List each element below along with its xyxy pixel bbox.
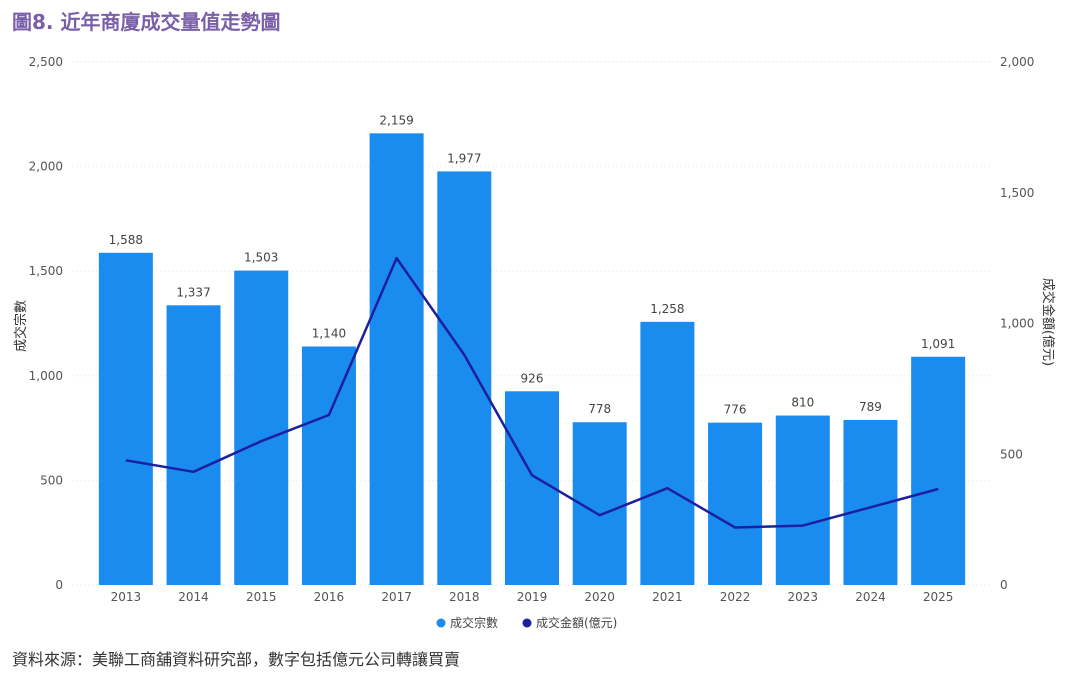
left-axis-ticks: 0 500 1,000 1,500 2,000 2,500 bbox=[29, 55, 63, 592]
line-series bbox=[125, 256, 939, 529]
chart-title: 圖8. 近年商廈成交量值走勢圖 bbox=[12, 10, 281, 34]
bar-value-label: 789 bbox=[859, 400, 882, 414]
bar bbox=[775, 415, 830, 585]
x-tick-label: 2023 bbox=[787, 590, 818, 604]
bar-value-label: 926 bbox=[521, 371, 544, 385]
legend-label-line: 成交金額(億元) bbox=[536, 615, 617, 630]
right-axis-title: 成交金額(億元) bbox=[1040, 278, 1056, 366]
bar-value-label: 778 bbox=[588, 402, 611, 416]
bar bbox=[369, 133, 424, 585]
bar bbox=[166, 305, 221, 585]
right-tick-label: 1,500 bbox=[1000, 186, 1034, 200]
bar-value-label: 1,140 bbox=[312, 327, 346, 341]
x-tick-label: 2022 bbox=[720, 590, 751, 604]
x-tick-label: 2021 bbox=[652, 590, 683, 604]
bar-series bbox=[98, 133, 966, 585]
left-tick-label: 2,000 bbox=[29, 160, 63, 174]
legend-marker-line bbox=[522, 618, 532, 628]
bar bbox=[98, 252, 153, 585]
left-tick-label: 500 bbox=[40, 473, 63, 487]
x-tick-label: 2019 bbox=[517, 590, 548, 604]
bar-value-label: 1,977 bbox=[447, 151, 481, 165]
legend-marker-bars bbox=[436, 618, 446, 628]
bar-data-labels: 1,588 1,337 1,503 1,140 2,159 1,977 926 778 1,25… bbox=[109, 113, 956, 416]
bar bbox=[234, 270, 289, 585]
left-tick-label: 1,000 bbox=[29, 369, 63, 383]
left-tick-label: 1,500 bbox=[29, 264, 63, 278]
x-tick-label: 2015 bbox=[246, 590, 277, 604]
right-tick-label: 1,000 bbox=[1000, 317, 1034, 331]
right-tick-label: 2,000 bbox=[1000, 55, 1034, 69]
x-tick-label: 2025 bbox=[923, 590, 954, 604]
right-tick-label: 0 bbox=[1000, 578, 1008, 592]
left-axis-title: 成交宗數 bbox=[13, 300, 29, 352]
bar-value-label: 1,337 bbox=[176, 285, 210, 299]
bar bbox=[708, 422, 763, 585]
x-tick-label: 2013 bbox=[111, 590, 142, 604]
bar-value-label: 1,258 bbox=[650, 302, 684, 316]
left-tick-label: 0 bbox=[55, 578, 63, 592]
bar bbox=[505, 391, 559, 585]
x-tick-label: 2018 bbox=[449, 590, 480, 604]
x-tick-label: 2016 bbox=[314, 590, 345, 604]
line-path bbox=[125, 256, 939, 529]
bar-value-label: 1,588 bbox=[109, 233, 143, 247]
left-tick-label: 2,500 bbox=[29, 55, 63, 69]
x-tick-label: 2017 bbox=[381, 590, 412, 604]
bar bbox=[437, 171, 492, 585]
x-tick-label: 2014 bbox=[178, 590, 209, 604]
x-tick-label: 2020 bbox=[584, 590, 615, 604]
bar-value-label: 2,159 bbox=[379, 113, 413, 127]
x-axis-ticks: 2013 2014 2015 2016 2017 2018 2019 2020 2021 2022… bbox=[111, 590, 954, 604]
legend-label-bars: 成交宗數 bbox=[450, 615, 498, 630]
bar-value-label: 1,503 bbox=[244, 251, 278, 265]
bar-value-label: 776 bbox=[724, 403, 747, 417]
source-note: 資料來源：美聯工商舖資料研究部，數字包括億元公司轉讓買賣 bbox=[12, 650, 461, 669]
legend: 成交宗數 成交金額(億元) bbox=[436, 615, 617, 630]
bar bbox=[640, 321, 695, 585]
bar-value-label: 1,091 bbox=[921, 337, 955, 351]
bar-value-label: 810 bbox=[791, 396, 814, 410]
x-tick-label: 2024 bbox=[855, 590, 886, 604]
right-axis-ticks: 0 500 1,000 1,500 2,000 bbox=[1000, 55, 1034, 592]
bar bbox=[911, 356, 966, 585]
right-tick-label: 500 bbox=[1000, 447, 1023, 461]
bar bbox=[301, 346, 356, 585]
